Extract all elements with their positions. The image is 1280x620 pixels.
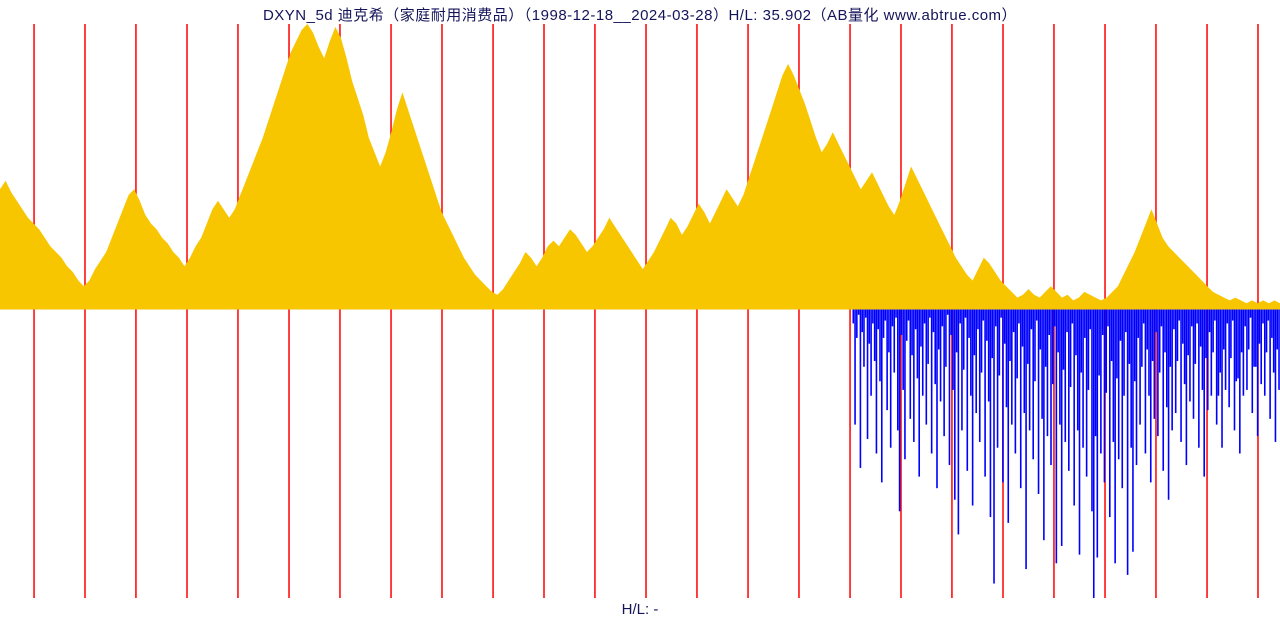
area-positive (0, 24, 1280, 309)
chart-container: DXYN_5d 迪克希（家庭耐用消费品）（1998-12-18__2024-03… (0, 0, 1280, 620)
negative-bars (852, 309, 1279, 598)
chart-svg (0, 0, 1280, 620)
chart-footer: H/L: - (0, 601, 1280, 618)
